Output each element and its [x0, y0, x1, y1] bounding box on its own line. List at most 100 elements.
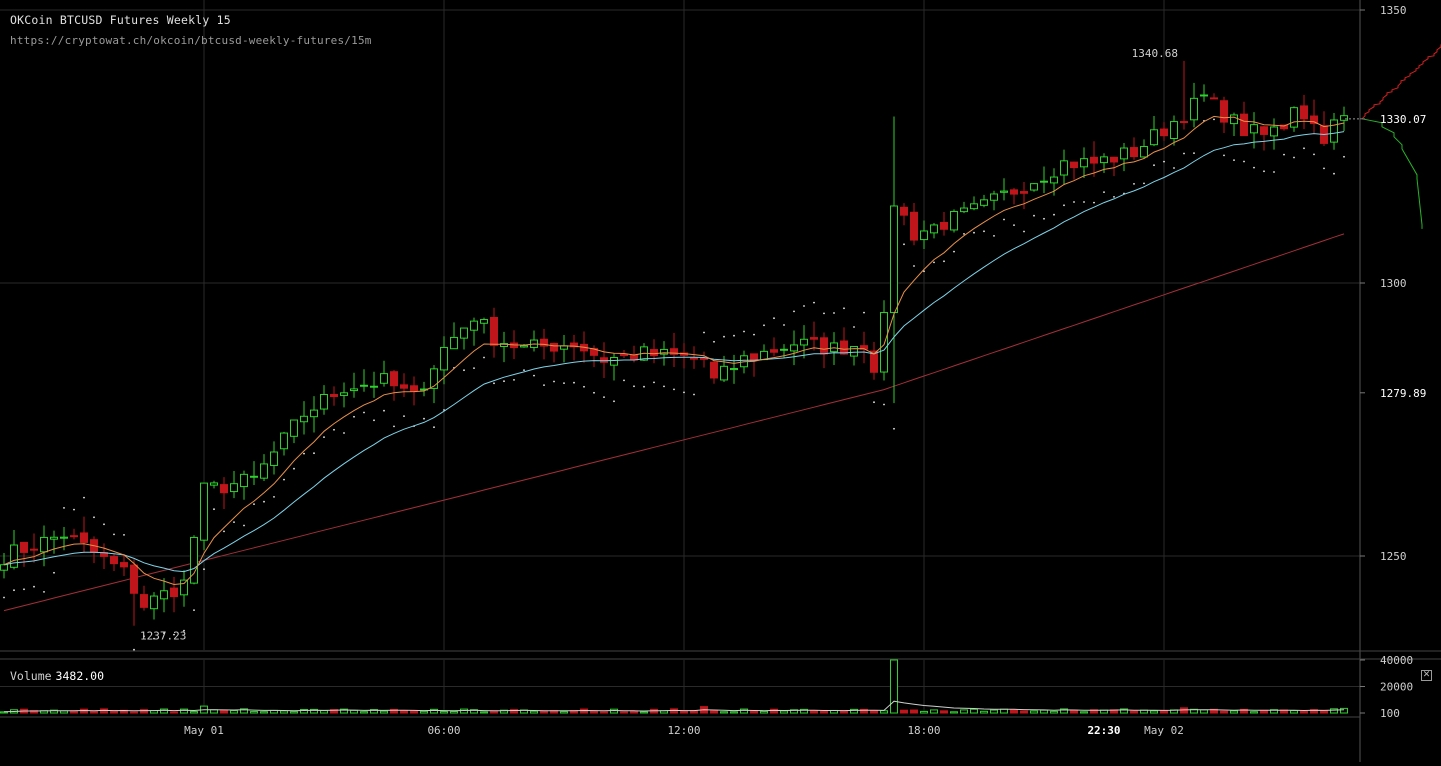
candle-body: [1170, 121, 1178, 139]
candle-body: [1110, 156, 1118, 163]
sar-dot: [383, 409, 385, 412]
sar-dot: [373, 419, 375, 422]
sar-dot: [103, 523, 105, 526]
volume-bar: [880, 710, 888, 714]
volume-bar: [530, 710, 538, 714]
volume-bar: [280, 710, 288, 714]
sar-dot: [193, 609, 195, 611]
candle-body: [40, 536, 48, 553]
volume-bar: [640, 711, 648, 714]
ma-long-line: [3, 233, 1345, 612]
price-tick-label: 1350: [1380, 4, 1407, 17]
sar-dot: [683, 391, 685, 394]
candle-body: [1250, 124, 1258, 134]
sar-dot: [403, 415, 405, 417]
candle-body: [520, 345, 528, 348]
candle-body: [470, 320, 478, 331]
volume-bar: [160, 708, 168, 714]
sar-dot: [33, 585, 35, 588]
sar-dot: [1143, 182, 1145, 185]
volume-tick-label: 100: [1380, 707, 1400, 720]
sar-dot: [743, 330, 745, 333]
sar-dot: [1193, 152, 1195, 155]
candle-body: [500, 343, 508, 347]
sar-dot: [753, 333, 755, 336]
volume-bar: [420, 710, 428, 714]
sar-dot: [883, 403, 885, 406]
time-tick-label: 06:00: [427, 724, 460, 737]
volume-bar: [360, 711, 368, 714]
sar-dot: [113, 533, 115, 536]
sar-dot: [273, 496, 275, 498]
volume-bar: [300, 709, 308, 714]
volume-bar: [770, 708, 778, 714]
candle-body: [1280, 124, 1288, 130]
sar-dot: [893, 427, 895, 430]
candle-body: [460, 327, 468, 339]
volume-bar: [1120, 708, 1128, 714]
volume-bar: [480, 711, 488, 714]
sar-dot: [1083, 201, 1085, 203]
sar-dot: [73, 508, 75, 511]
sar-dot: [553, 380, 555, 383]
candle-body: [1190, 97, 1198, 121]
sar-dot: [1323, 167, 1325, 170]
sar-dot: [303, 452, 305, 455]
volume-bar: [540, 710, 548, 714]
sar-dot: [663, 385, 665, 388]
candle-body: [1240, 113, 1248, 137]
sar-dot: [1333, 172, 1335, 175]
volume-bar: [810, 710, 818, 714]
candle-body: [400, 384, 408, 389]
volume-bar: [740, 708, 748, 714]
volume-bar: [240, 708, 248, 714]
volume-bar: [330, 709, 338, 714]
sar-dot: [653, 381, 655, 384]
sar-dot: [803, 305, 805, 307]
sar-dot: [773, 317, 775, 320]
candle-body: [570, 342, 578, 348]
volume-bar: [190, 711, 198, 714]
sar-dot: [1243, 160, 1245, 163]
candle-body: [370, 385, 378, 388]
candle-body: [550, 342, 558, 352]
candle-body: [930, 224, 938, 234]
candle-body: [1080, 158, 1088, 168]
sar-dot: [923, 270, 925, 273]
sar-dot: [13, 589, 15, 592]
volume-bar: [50, 709, 58, 714]
sar-dot: [493, 382, 495, 385]
price-highlight-label: 1279.89: [1380, 387, 1426, 400]
sar-dot: [933, 261, 935, 264]
candle-body: [430, 368, 438, 389]
candle-body: [280, 432, 288, 450]
sar-dot: [263, 500, 265, 503]
candle-body: [1260, 126, 1268, 135]
close-icon[interactable]: ✕: [1421, 670, 1432, 681]
chart-url[interactable]: https://cryptowat.ch/okcoin/btcusd-weekl…: [10, 34, 372, 47]
volume-bar: [1340, 707, 1348, 714]
volume-bar: [840, 710, 848, 714]
time-tick-label: 18:00: [907, 724, 940, 737]
candle-body: [800, 338, 808, 346]
candle-body: [450, 336, 458, 350]
volume-bar: [390, 708, 398, 714]
volume-bar: [1270, 709, 1278, 714]
candle-body: [960, 207, 968, 213]
volume-bar: [610, 708, 618, 714]
candle-body: [1020, 191, 1028, 194]
candle-body: [1200, 94, 1208, 97]
candle-body: [140, 594, 148, 608]
sar-dot: [993, 235, 995, 237]
sar-dot: [353, 415, 355, 418]
sar-dot: [793, 310, 795, 313]
sar-dot: [1273, 171, 1275, 173]
sar-dot: [823, 312, 825, 315]
volume-bar: [400, 710, 408, 714]
sar-dot: [43, 591, 45, 593]
candle-body: [390, 371, 398, 387]
candle-body: [160, 590, 168, 600]
sar-dot: [623, 379, 625, 382]
